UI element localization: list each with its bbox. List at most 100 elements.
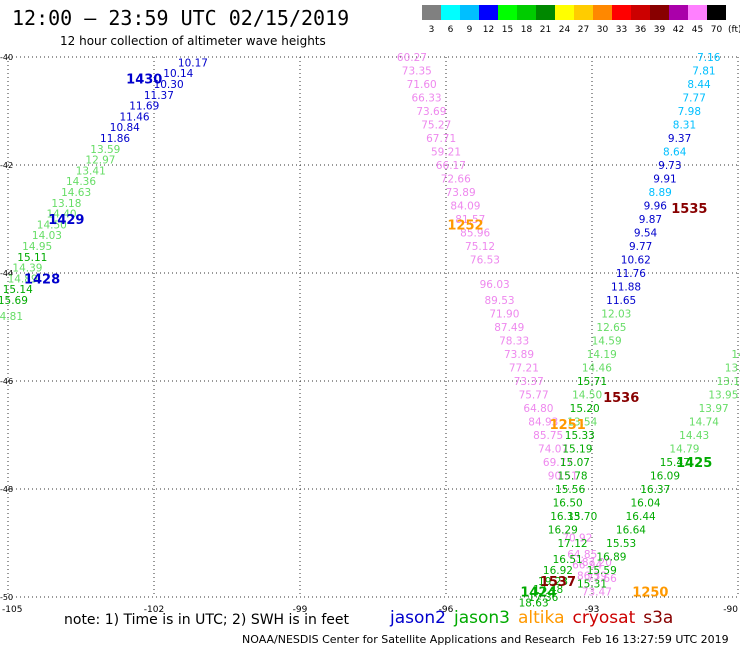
- pass-time-label: 1425: [676, 456, 712, 471]
- swh-value-other: 59.21: [431, 147, 461, 159]
- colorbar-label: 18: [521, 25, 533, 35]
- swh-value-s3a: 8.44: [687, 79, 711, 91]
- swh-value-jason3: 18.63: [519, 597, 549, 609]
- pass-time-label: 1424: [520, 586, 556, 601]
- colorbar-swatch: [688, 5, 707, 20]
- colorbar-swatch: [517, 5, 536, 20]
- swh-value-jason3: 17.48: [533, 584, 563, 596]
- swh-value-s3a: 15.71: [577, 376, 607, 388]
- page-subtitle: 12 hour collection of altimeter wave hei…: [60, 34, 326, 48]
- swh-value-s3a: 15.20: [570, 403, 600, 415]
- swh-value-jason2: 11.37: [144, 90, 174, 102]
- swh-value-other: 74.07: [538, 444, 568, 456]
- legend-jason2: jason2: [390, 608, 446, 628]
- swh-value-s3a: 12.03: [601, 309, 631, 321]
- swh-value-jason2: 14.50: [37, 219, 67, 231]
- swh-value-jason3: 15.59: [587, 565, 617, 577]
- colorbar-label: 21: [540, 25, 551, 35]
- colorbar-swatch: [555, 5, 574, 20]
- pass-time-label: 1252: [447, 218, 483, 233]
- pass-time-label: 1536: [603, 391, 639, 406]
- swh-value-jason2: 10.84: [110, 122, 140, 134]
- footer-note: note: 1) Time is in UTC; 2) SWH is in fe…: [64, 612, 350, 628]
- swh-value-other: 87.49: [494, 322, 524, 334]
- pass-time-label: 1429: [48, 213, 84, 228]
- swh-value-jason2: 14.81: [0, 311, 23, 323]
- swh-value-jason2: 13.59: [90, 144, 120, 156]
- swh-value-s3a: 7.98: [678, 106, 701, 118]
- swh-value-jason3: 16.51: [553, 554, 583, 566]
- swh-value-other: 90.51: [548, 471, 578, 483]
- swh-value-jason2: 15.69: [0, 295, 28, 307]
- swh-value-jason3: 13.95: [708, 390, 738, 402]
- swh-value-other: 67.71: [426, 133, 456, 145]
- pass-time-label: 1430: [126, 73, 162, 88]
- swh-value-s3a: 7.16: [697, 52, 721, 64]
- lat-tick-label: -46: [0, 377, 13, 386]
- swh-value-other: 71.90: [489, 309, 519, 321]
- swh-value-other: 64.80: [523, 403, 553, 415]
- swh-value-jason3: 16.44: [626, 511, 656, 523]
- swh-value-jason3: 15.47: [660, 457, 690, 469]
- lon-tick-label: -96: [439, 605, 454, 615]
- swh-value-jason2: 14.89: [8, 273, 38, 285]
- swh-value-jason3: 16.64: [616, 525, 646, 537]
- swh-value-jason3: 17.36: [528, 592, 558, 604]
- pass-time-label: 1428: [24, 272, 60, 287]
- swh-value-other: 66.94: [572, 560, 602, 572]
- legend-jason3: jason3: [454, 608, 510, 628]
- swh-value-other: 73.47: [582, 587, 612, 599]
- swh-value-s3a: 9.37: [668, 133, 691, 145]
- swh-value-jason2: 11.86: [100, 133, 130, 145]
- swh-value-jason2: 10.30: [154, 79, 184, 91]
- generated-timestamp: Feb 16 13:27:59 UTC 2019: [582, 633, 729, 646]
- swh-value-other: 89.53: [485, 295, 515, 307]
- swh-value-s3a: 9.54: [634, 228, 658, 240]
- swh-value-jason3: 15.31: [577, 579, 607, 591]
- swh-value-jason2: 10.14: [163, 68, 193, 80]
- swh-value-s3a: 14.59: [592, 336, 622, 348]
- swh-value-s3a: 8.89: [648, 187, 671, 199]
- swh-value-s3a: 9.77: [629, 241, 652, 253]
- swh-value-jason2: 14.40: [47, 209, 77, 221]
- swh-value-jason3: 15.53: [606, 538, 636, 550]
- swh-value-jason3: 17.12: [558, 538, 588, 550]
- lon-tick-label: -105: [2, 605, 22, 615]
- swh-value-other: 75.27: [421, 120, 451, 132]
- lat-tick-label: -42: [0, 161, 13, 170]
- swh-value-other: 60.27: [397, 52, 427, 64]
- swh-value-jason3: 16.37: [640, 484, 670, 496]
- swh-value-other: 76.53: [470, 255, 500, 267]
- swh-value-jason3: 16.92: [543, 565, 573, 577]
- swh-value-jason2: 14.95: [22, 241, 52, 253]
- colorbar-swatch: [441, 5, 460, 20]
- swh-value-jason3: 19.23: [538, 576, 568, 588]
- swh-value-s3a: 10.62: [621, 255, 651, 267]
- swh-value-jason3: 13.1: [717, 376, 740, 388]
- swh-value-s3a: 15.07: [560, 457, 590, 469]
- colorbar-label: 39: [654, 25, 666, 35]
- swh-value-jason2: 14.39: [12, 263, 42, 275]
- lat-tick-label: -48: [0, 485, 13, 494]
- swh-value-s3a: 14.50: [572, 390, 602, 402]
- swh-value-other: 81.57: [455, 214, 485, 226]
- swh-value-jason2: 11.46: [120, 111, 150, 123]
- swh-value-other: 73.89: [446, 187, 476, 199]
- colorbar-swatch: [574, 5, 593, 20]
- swh-value-jason2: 13.18: [51, 198, 81, 210]
- colorbar-swatch: [422, 5, 441, 20]
- swh-value-s3a: 14.46: [582, 363, 612, 375]
- lon-tick-label: -102: [144, 605, 164, 615]
- satellite-legend: jason2 jason3 altika cryosat s3a: [390, 608, 681, 628]
- page-title: 12:00 – 23:59 UTC 02/15/2019: [12, 6, 350, 30]
- swh-value-s3a: 7.77: [683, 93, 706, 105]
- colorbar-label: 45: [692, 25, 703, 35]
- lat-tick-label: -44: [0, 269, 13, 278]
- colorbar-unit: (ft): [728, 25, 740, 35]
- swh-value-jason2: 15.14: [3, 284, 33, 296]
- swh-value-jason2: 15.11: [17, 252, 47, 264]
- swh-value-s3a: 8.64: [663, 147, 687, 159]
- colorbar-swatch: [669, 5, 688, 20]
- swh-value-jason3: 14.43: [679, 430, 709, 442]
